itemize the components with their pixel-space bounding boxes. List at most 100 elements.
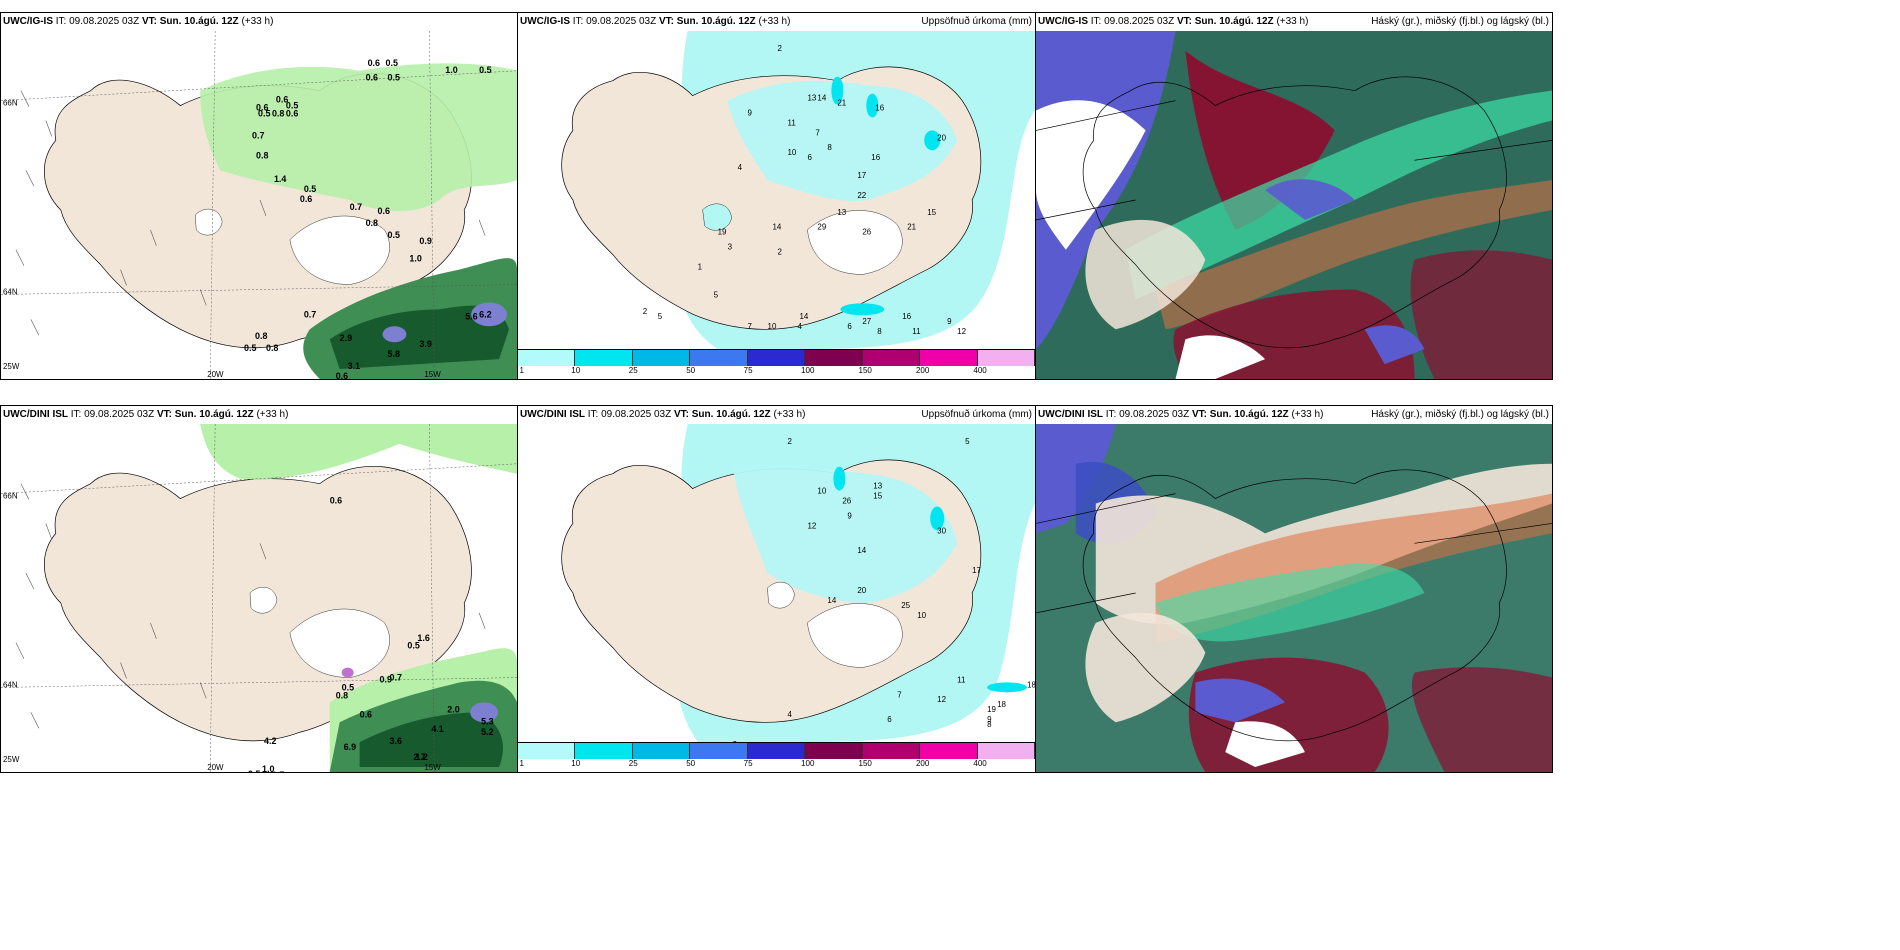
model-name: UWC/DINI ISL <box>520 409 585 420</box>
value-label: 27 <box>862 317 871 326</box>
value-label: 0.7 <box>304 309 316 319</box>
model-name: UWC/IG-IS <box>520 16 570 27</box>
value-label: 13 <box>873 482 882 491</box>
legend-swatch <box>862 350 921 366</box>
map-panel-1: UWC/IG-IS IT: 09.08.2025 03Z VT: Sun. 10… <box>0 12 518 380</box>
panel-header: UWC/DINI ISL IT: 09.08.2025 03Z VT: Sun.… <box>1036 406 1552 424</box>
value-label: 18 <box>1027 680 1035 689</box>
map-canvas: 66N 64N 25W 20W 15W 0.6 1.6 0.5 0.8 0.5 0.9 0.… <box>1 424 517 772</box>
value-label: 6 <box>887 715 892 724</box>
value-label: 14 <box>827 596 836 605</box>
legend-swatch <box>632 743 691 759</box>
value-label: 6.9 <box>344 742 356 752</box>
value-label: 21 <box>837 99 846 108</box>
value-label: 8 <box>877 327 882 336</box>
value-label: 12 <box>957 327 966 336</box>
legend-tick-label: 1 <box>519 759 524 768</box>
value-label: 0.7 <box>350 202 362 212</box>
value-label: 0.5 <box>407 641 419 651</box>
legend-swatch <box>747 350 806 366</box>
svg-text:25W: 25W <box>3 362 20 371</box>
value-label: 16 <box>871 153 880 162</box>
product-title: Háský (gr.), miðský (fj.bl.) og lágský (… <box>1371 16 1549 27</box>
panel-header: UWC/IG-IS IT: 09.08.2025 03Z VT: Sun. 10… <box>1036 13 1552 31</box>
map-canvas <box>1036 424 1552 772</box>
value-label: 1.0 <box>262 764 274 772</box>
value-label: 13 <box>807 94 816 103</box>
value-label: 0.8 <box>336 690 348 700</box>
value-label: 3 <box>728 243 733 252</box>
value-label: 4 <box>738 163 743 172</box>
legend-tick-label: 50 <box>686 759 696 768</box>
value-label: 0.7 <box>389 673 401 683</box>
value-label: 0.6 <box>300 194 312 204</box>
value-label: 0.6 <box>360 709 372 719</box>
value-label: 19 <box>718 228 727 237</box>
value-label: 0.6 <box>256 103 268 113</box>
svg-text:64N: 64N <box>3 287 18 296</box>
legend-tick-label: 10 <box>571 366 581 375</box>
product-title: Uppsöfnuð úrkoma (mm) <box>921 16 1032 27</box>
value-label: 12 <box>807 521 816 530</box>
value-label: 0.6 <box>330 496 342 506</box>
value-label: 20 <box>857 586 866 595</box>
value-label: 0.7 <box>272 770 284 772</box>
map-panel-2: UWC/IG-IS IT: 09.08.2025 03Z VT: Sun. 10… <box>517 12 1036 380</box>
value-label: 4 <box>787 710 792 719</box>
value-label: 17 <box>857 171 866 180</box>
value-label: 10 <box>917 611 926 620</box>
model-name: UWC/IG-IS <box>1038 16 1088 27</box>
map-canvas: 2510131526912143017201418251018191211987… <box>518 424 1035 742</box>
legend-tick-label: 50 <box>686 366 696 375</box>
legend-swatch <box>747 743 806 759</box>
value-label: 9 <box>947 317 952 326</box>
map-panel-4: UWC/DINI ISL IT: 09.08.2025 03Z VT: Sun.… <box>0 405 518 773</box>
map-canvas: 66N 64N 25W 20W 15W 0.6 0.5 1.0 0.5 0.6 0.5 0.… <box>1 31 517 379</box>
value-label: 15 <box>873 492 882 501</box>
legend-tick-label: 400 <box>973 366 987 375</box>
value-label: 0.6 <box>368 58 380 68</box>
value-label: 4 <box>797 322 802 331</box>
map-panel-3: UWC/IG-IS IT: 09.08.2025 03Z VT: Sun. 10… <box>1035 12 1553 380</box>
value-label: 0.5 <box>258 109 270 119</box>
value-label: 0.5 <box>286 101 298 111</box>
svg-text:15W: 15W <box>424 370 441 379</box>
legend-tick-label: 200 <box>915 759 930 768</box>
value-label: 6.2 <box>479 309 491 319</box>
svg-text:66N: 66N <box>3 99 18 108</box>
value-label: 9 <box>748 108 753 117</box>
value-label: 0.8 <box>266 343 278 353</box>
value-label: 8 <box>987 720 992 729</box>
value-label: 2 <box>643 307 648 316</box>
legend-swatch <box>920 350 978 366</box>
value-label: 0.8 <box>272 109 284 119</box>
value-label: 14 <box>773 223 782 232</box>
value-label: 29 <box>817 223 826 232</box>
value-label: 6 <box>807 153 812 162</box>
value-label: 8 <box>827 143 832 152</box>
value-label: 0.5 <box>248 769 260 772</box>
map-panel-6: UWC/DINI ISL IT: 09.08.2025 03Z VT: Sun.… <box>1035 405 1553 773</box>
value-label: 22 <box>857 191 866 200</box>
value-label: 7 <box>748 322 753 331</box>
value-label: 1.6 <box>417 633 429 643</box>
precip-legend: 1 10 25 50 75 100 150 200 400 <box>518 742 1035 772</box>
value-label: 6 <box>847 322 852 331</box>
value-label: 11 <box>787 118 796 127</box>
legend-swatch <box>977 743 1035 759</box>
value-label: 15 <box>927 208 936 217</box>
legend-swatch <box>690 743 748 759</box>
value-label: 3.6 <box>389 736 401 746</box>
value-label: 18 <box>997 700 1006 709</box>
value-label: 0.9 <box>419 236 431 246</box>
map-panel-5: UWC/DINI ISL IT: 09.08.2025 03Z VT: Sun.… <box>517 405 1036 773</box>
value-label: 10 <box>768 322 777 331</box>
value-label: 0.6 <box>366 73 378 83</box>
value-label: 5.6 <box>465 311 477 321</box>
value-label: 1.0 <box>445 65 457 75</box>
value-label: 1.2 <box>415 752 427 762</box>
value-label: 12 <box>937 695 946 704</box>
value-label: 14 <box>857 546 866 555</box>
legend-swatch <box>805 350 863 366</box>
value-label: 0.5 <box>304 184 316 194</box>
